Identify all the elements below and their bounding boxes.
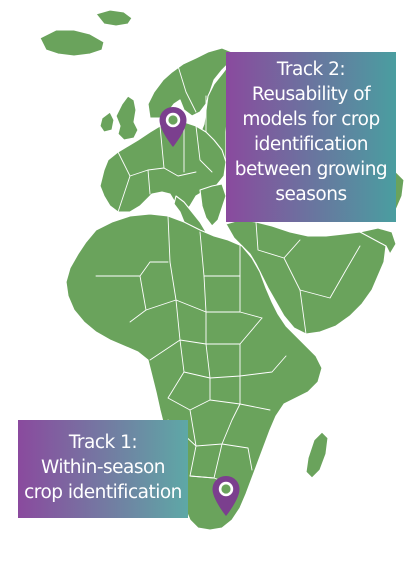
track-2-line-3: identification [254,134,368,155]
track-1-title: Track 1: [68,432,138,453]
uk-region [115,95,139,141]
track-2-line-1: Reusability of [251,84,371,105]
track-2-line-4: between growing [234,159,388,180]
map-marker-icon[interactable] [158,106,188,148]
pin-germany-center [168,115,178,125]
iceland-region [39,29,105,57]
track-2-line-2: models for crop [242,109,380,130]
track-1-line-2: crop identification [24,482,182,503]
country-borders [95,65,361,487]
track-2-line-5: seasons [275,184,347,205]
arabia-east-region [359,227,397,255]
madagascar-region [305,431,329,479]
track-1-callout: Track 1: Within-season crop identificati… [18,420,188,518]
scandinavia-region [147,47,233,119]
africa-region [65,213,323,531]
track-1-line-1: Within-season [40,457,166,478]
balkans-region [199,183,227,227]
track-2-callout: Track 2: Reusability of models for crop … [226,52,396,222]
ireland-region [99,111,115,133]
map-marker-icon[interactable] [211,475,241,517]
pin-south-africa-center [221,484,231,494]
track-2-title: Track 2: [276,59,346,80]
northern-land-region [95,9,133,27]
